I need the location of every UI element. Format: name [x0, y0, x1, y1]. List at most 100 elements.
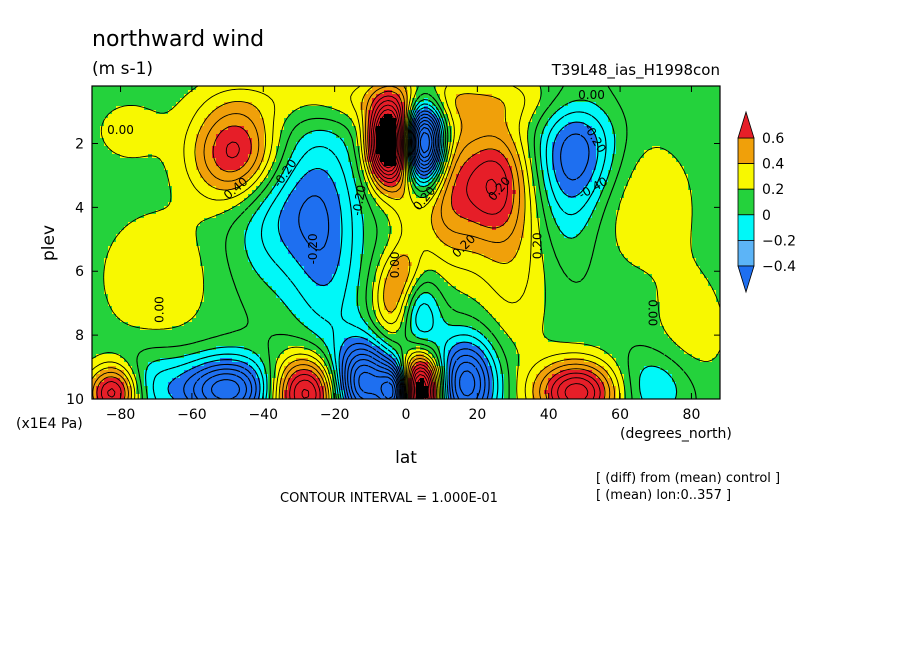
field-cell	[276, 86, 281, 91]
field-cell	[264, 262, 269, 267]
field-cell	[316, 286, 321, 291]
field-cell	[96, 214, 101, 219]
field-cell	[160, 178, 165, 183]
field-cell	[252, 198, 257, 203]
field-cell	[204, 106, 209, 111]
field-cell	[180, 390, 185, 395]
field-cell	[168, 322, 173, 327]
field-cell	[236, 246, 241, 251]
field-cell	[236, 314, 241, 319]
field-cell	[232, 318, 237, 323]
field-cell	[280, 234, 285, 239]
field-cell	[176, 186, 181, 191]
field-cell	[264, 310, 269, 315]
field-cell	[196, 166, 201, 171]
field-cell	[204, 298, 209, 303]
field-cell	[260, 362, 265, 367]
field-cell	[308, 118, 313, 123]
field-cell	[228, 190, 233, 195]
field-cell	[312, 294, 317, 299]
field-cell	[176, 342, 181, 347]
field-cell	[204, 234, 209, 239]
field-cell	[232, 98, 237, 103]
field-cell	[160, 286, 165, 291]
field-cell	[316, 230, 321, 235]
field-cell	[180, 206, 185, 211]
field-cell	[240, 206, 245, 211]
field-cell	[96, 86, 101, 91]
field-cell	[192, 262, 197, 267]
field-cell	[124, 170, 129, 175]
field-cell	[300, 170, 305, 175]
field-cell	[252, 194, 257, 199]
field-cell	[104, 394, 109, 399]
field-cell	[144, 158, 149, 163]
field-cell	[116, 238, 121, 243]
field-cell	[252, 330, 257, 335]
field-cell	[272, 362, 277, 367]
field-cell	[248, 122, 253, 127]
field-cell	[212, 318, 217, 323]
field-cell	[328, 98, 333, 103]
field-cell	[296, 230, 301, 235]
field-cell	[172, 90, 177, 95]
field-cell	[332, 202, 337, 207]
field-cell	[344, 138, 349, 143]
field-cell	[236, 358, 241, 363]
field-cell	[284, 106, 289, 111]
field-cell	[116, 102, 121, 107]
field-cell	[276, 170, 281, 175]
field-cell	[120, 250, 125, 255]
field-cell	[288, 190, 293, 195]
field-cell	[188, 278, 193, 283]
field-cell	[160, 278, 165, 283]
field-cell	[328, 346, 333, 351]
field-cell	[224, 234, 229, 239]
field-cell	[120, 298, 125, 303]
field-cell	[108, 190, 113, 195]
field-cell	[220, 346, 225, 351]
field-cell	[240, 390, 245, 395]
field-cell	[240, 246, 245, 251]
field-cell	[128, 338, 133, 343]
field-cell	[184, 90, 189, 95]
field-cell	[192, 146, 197, 151]
field-cell	[276, 310, 281, 315]
field-cell	[92, 330, 97, 335]
field-cell	[144, 230, 149, 235]
field-cell	[224, 122, 229, 127]
field-cell	[308, 162, 313, 167]
field-cell	[100, 158, 105, 163]
field-cell	[292, 210, 297, 215]
field-cell	[92, 122, 97, 127]
field-cell	[308, 166, 313, 171]
field-cell	[180, 130, 185, 135]
field-cell	[96, 150, 101, 155]
field-cell	[136, 94, 141, 99]
field-cell	[208, 150, 213, 155]
field-cell	[224, 314, 229, 319]
field-cell	[276, 202, 281, 207]
field-cell	[268, 194, 273, 199]
field-cell	[272, 230, 277, 235]
field-cell	[100, 274, 105, 279]
field-cell	[112, 326, 117, 331]
field-cell	[204, 154, 209, 159]
field-cell	[164, 258, 169, 263]
field-cell	[196, 358, 201, 363]
field-cell	[272, 298, 277, 303]
field-cell	[228, 198, 233, 203]
field-cell	[112, 286, 117, 291]
field-cell	[100, 342, 105, 347]
field-cell	[92, 378, 97, 383]
field-cell	[124, 186, 129, 191]
field-cell	[276, 242, 281, 247]
field-cell	[236, 154, 241, 159]
field-cell	[280, 174, 285, 179]
field-cell	[140, 374, 145, 379]
field-cell	[120, 354, 125, 359]
field-cell	[120, 134, 125, 139]
field-cell	[232, 310, 237, 315]
field-cell	[92, 226, 97, 231]
field-cell	[252, 394, 257, 399]
